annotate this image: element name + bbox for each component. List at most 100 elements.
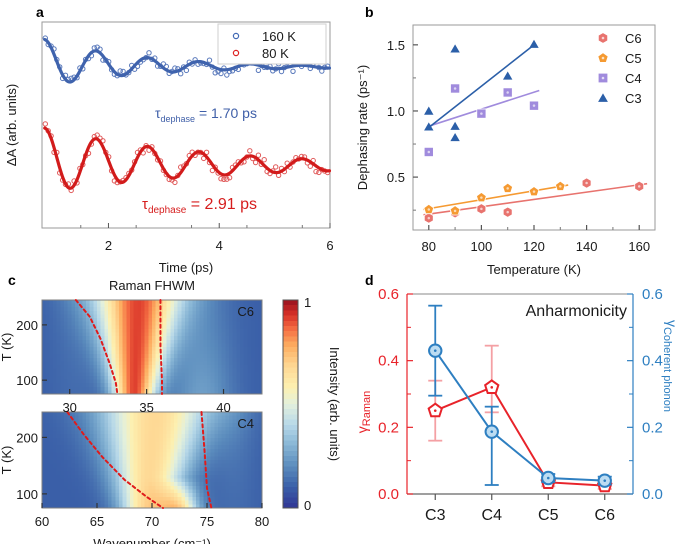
heatmap-cell (93, 471, 98, 476)
heatmap-cell (82, 448, 87, 454)
heatmap-cell (137, 445, 142, 450)
heatmap-cell (196, 332, 201, 337)
heatmap-cell (214, 419, 219, 424)
heatmap-cell (75, 504, 80, 509)
heatmap-cell (166, 482, 171, 487)
heatmap-cell (86, 434, 91, 439)
heatmap-cell (229, 415, 234, 420)
heatmap-cell (236, 307, 241, 312)
heatmap-cell (192, 437, 197, 443)
heatmap-cell (122, 504, 127, 509)
heatmap-cell (119, 314, 124, 319)
heatmap-cell (111, 471, 116, 476)
heatmap-cell (122, 357, 127, 363)
heatmap-cell (229, 456, 234, 461)
heatmap-cell (170, 489, 175, 494)
heatmap-cell (210, 467, 215, 472)
heatmap-cell (130, 437, 135, 443)
heatmap-cell (188, 452, 193, 457)
heatmap-cell (258, 310, 263, 316)
panel-c-bottom-xticklabel: 60 (35, 514, 49, 529)
heatmap-cell (207, 500, 212, 505)
heatmap-cell (207, 350, 212, 355)
colorbar-segment (283, 398, 298, 405)
heatmap-cell (174, 365, 179, 370)
heatmap-cell (240, 343, 245, 348)
heatmap-cell (64, 460, 69, 465)
heatmap-cell (247, 328, 252, 334)
heatmap-cell (177, 423, 182, 428)
heatmap-cell (251, 361, 256, 366)
heatmap-cell (214, 493, 219, 498)
heatmap-cell (89, 471, 94, 476)
heatmap-cell (75, 426, 80, 432)
heatmap-cell (130, 482, 135, 487)
heatmap-cell (60, 430, 65, 435)
heatmap-cell (82, 343, 87, 348)
heatmap-cell (218, 328, 223, 334)
heatmap-cell (104, 478, 109, 483)
heatmap-cell (137, 325, 142, 330)
heatmap-cell (42, 434, 47, 439)
heatmap-cell (152, 368, 157, 373)
heatmap-cell (247, 434, 252, 439)
heatmap-cell (181, 415, 186, 420)
heatmap-cell (155, 365, 160, 370)
heatmap-cell (45, 434, 50, 439)
heatmap-cell (225, 485, 230, 491)
heatmap-cell (177, 496, 182, 502)
heatmap-cell (108, 383, 113, 388)
heatmap-cell (144, 434, 149, 439)
heatmap-cell (42, 318, 47, 323)
heatmap-cell (53, 426, 58, 432)
heatmap-cell (221, 307, 226, 312)
heatmap-cell (159, 318, 164, 323)
heatmap-cell (71, 419, 76, 424)
heatmap-cell (60, 441, 65, 446)
heatmap-cell (174, 386, 179, 391)
legend-label-160K: 160 K (262, 29, 296, 44)
heatmap-cell (82, 437, 87, 443)
heatmap-cell (232, 489, 237, 494)
heatmap-cell (192, 390, 197, 395)
heatmap-cell (177, 350, 182, 355)
heatmap-cell (254, 423, 259, 428)
heatmap-cell (86, 430, 91, 435)
panel-d: d 0.0 0.0 0.2 0.2 0.4 0.4 0.6 0.6 C3 C4 C5 C6 Anharm… (345, 272, 685, 544)
heatmap-cell (49, 496, 54, 502)
heatmap-cell (148, 321, 153, 326)
heatmap-cell (247, 426, 252, 432)
heatmap-cell (93, 430, 98, 435)
heatmap-cell (97, 318, 102, 323)
heatmap-cell (97, 357, 102, 363)
heatmap-cell (130, 375, 135, 381)
heatmap-cell (174, 318, 179, 323)
heatmap-cell (45, 328, 50, 334)
heatmap-cell (130, 300, 135, 305)
heatmap-cell (251, 426, 256, 432)
heatmap-cell (104, 493, 109, 498)
heatmap-cell (159, 441, 164, 446)
heatmap-cell (177, 482, 182, 487)
heatmap-cell (56, 474, 61, 480)
heatmap-cell (119, 336, 124, 341)
heatmap-cell (53, 415, 58, 420)
heatmap-cell (210, 343, 215, 348)
heatmap-cell (141, 474, 146, 480)
heatmap-cell (78, 471, 83, 476)
heatmap-cell (53, 303, 58, 308)
heatmap-cell (229, 307, 234, 312)
heatmap-cell (45, 474, 50, 480)
heatmap-cell (104, 463, 109, 468)
heatmap-cell (67, 350, 72, 355)
heatmap-cell (243, 496, 248, 502)
heatmap-cell (218, 314, 223, 319)
heatmap-cell (229, 448, 234, 454)
panel-d-xticklabel-C4: C4 (482, 507, 503, 524)
heatmap-cell (247, 379, 252, 384)
heatmap-cell (188, 415, 193, 420)
heatmap-cell (221, 504, 226, 509)
legend-label-80K: 80 K (262, 46, 289, 61)
heatmap-cell (45, 423, 50, 428)
heatmap-cell (243, 357, 248, 363)
